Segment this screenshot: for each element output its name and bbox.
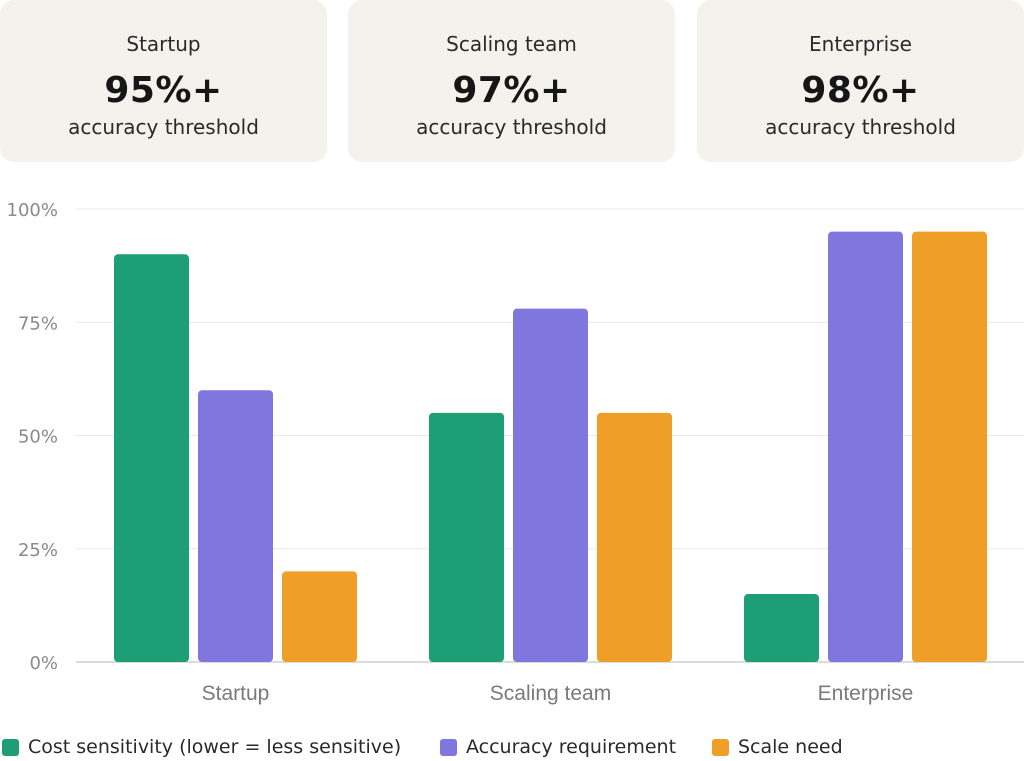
legend-label: Cost sensitivity (lower = less sensitive…	[28, 736, 402, 758]
card-label: Enterprise	[809, 32, 912, 56]
y-tick-label: 0%	[29, 653, 58, 674]
legend-swatch	[712, 738, 729, 756]
y-tick-label: 50%	[18, 427, 58, 448]
threshold-cards: Startup 95%+ accuracy threshold Scaling …	[0, 0, 1024, 164]
card-label: Scaling team	[446, 32, 577, 56]
card-value: 95%+	[104, 70, 223, 111]
card-enterprise: Enterprise 98%+ accuracy threshold	[697, 0, 1024, 162]
bar	[744, 594, 819, 662]
legend-item-accuracy-requirement: Accuracy requirement	[440, 736, 676, 758]
x-tick-label: Enterprise	[818, 682, 914, 705]
card-value: 98%+	[801, 70, 920, 111]
card-label: Startup	[126, 32, 201, 56]
bar	[912, 231, 987, 662]
y-tick-label: 75%	[18, 313, 58, 334]
card-value: 97%+	[452, 70, 571, 111]
card-startup: Startup 95%+ accuracy threshold	[0, 0, 327, 162]
x-tick-label: Scaling team	[490, 682, 611, 705]
bar	[429, 412, 504, 662]
card-subtitle: accuracy threshold	[416, 115, 607, 139]
legend-label: Accuracy requirement	[466, 736, 677, 758]
legend-swatch	[440, 738, 457, 756]
bar-chart: 0% 25% 50% 75% 100% Startup Scaling team Enterp…	[7, 200, 1024, 705]
y-tick-label: 100%	[7, 200, 58, 221]
legend-swatch	[2, 738, 19, 756]
y-tick-label: 25%	[18, 540, 58, 561]
x-tick-label: Startup	[202, 682, 270, 705]
legend-item-cost-sensitivity: Cost sensitivity (lower = less sensitive…	[2, 736, 401, 758]
bar	[828, 231, 903, 662]
bar	[282, 571, 357, 662]
legend-item-scale-need: Scale need	[712, 736, 843, 758]
bar	[198, 390, 273, 662]
card-scaling-team: Scaling team 97%+ accuracy threshold	[348, 0, 675, 162]
card-subtitle: accuracy threshold	[765, 115, 956, 139]
chart-legend: Cost sensitivity (lower = less sensitive…	[0, 736, 1024, 761]
legend-label: Scale need	[738, 736, 843, 758]
bar	[597, 412, 672, 662]
bar	[513, 308, 588, 662]
bar	[114, 254, 189, 663]
card-subtitle: accuracy threshold	[68, 115, 259, 139]
